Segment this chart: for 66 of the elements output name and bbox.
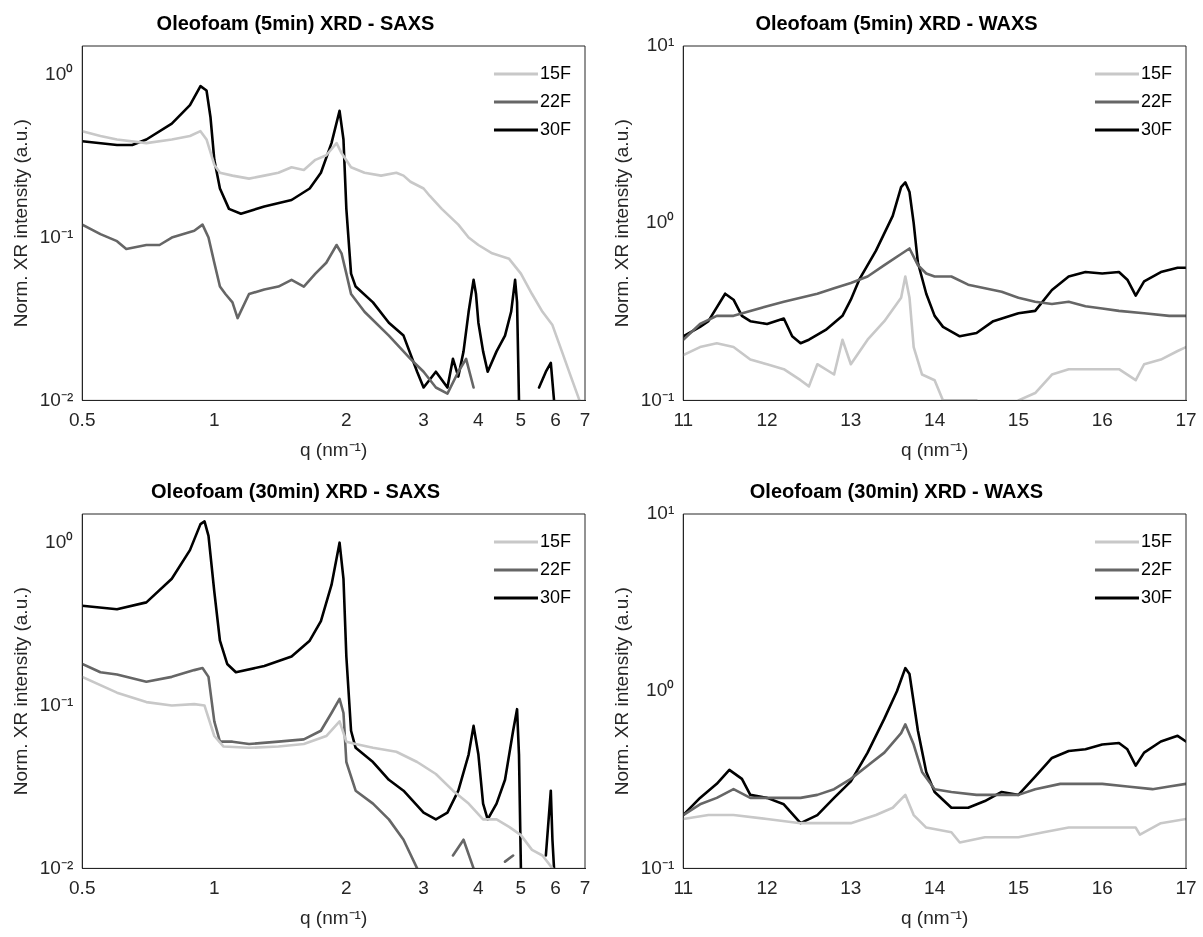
- legend-label: 15F: [539, 530, 572, 551]
- x-axis-title: q (nm⁻¹): [901, 438, 969, 460]
- y-tick-label: 10¹: [646, 34, 675, 56]
- y-axis-title: Norm. XR intensity (a.u.): [9, 587, 31, 796]
- chart-title: Oleofoam (30min) XRD - SAXS: [151, 479, 440, 502]
- x-tick-label: 2: [341, 877, 352, 899]
- y-tick-label: 10⁻¹: [640, 388, 675, 410]
- x-tick-label: 16: [1091, 409, 1113, 431]
- y-tick-label: 10⁰: [45, 530, 74, 552]
- x-tick-label: 17: [1175, 409, 1197, 431]
- x-tick-label: 4: [473, 409, 485, 431]
- legend-label: 22F: [539, 558, 572, 579]
- x-tick-label: 13: [840, 409, 862, 431]
- y-tick-label: 10⁰: [646, 211, 675, 233]
- x-tick-label: 1: [209, 877, 220, 899]
- y-tick-label: 10⁻²: [39, 388, 74, 410]
- legend-label: 30F: [539, 118, 572, 139]
- y-axis-title: Norm. XR intensity (a.u.): [610, 587, 632, 796]
- x-tick-label: 14: [924, 409, 946, 431]
- x-axis-title: q (nm⁻¹): [300, 438, 368, 460]
- y-tick-label: 10⁻¹: [39, 225, 74, 247]
- x-tick-label: 14: [924, 877, 946, 899]
- legend-label: 30F: [1140, 586, 1173, 607]
- x-tick-label: 7: [579, 877, 591, 899]
- legend-label: 15F: [539, 62, 572, 83]
- x-tick-label: 7: [579, 409, 591, 431]
- x-tick-label: 2: [341, 409, 352, 431]
- x-tick-label: 1: [209, 409, 220, 431]
- y-tick-label: 10⁻¹: [640, 856, 675, 878]
- y-axis-title: Norm. XR intensity (a.u.): [610, 119, 632, 328]
- x-tick-label: 15: [1007, 877, 1029, 899]
- x-tick-label: 5: [515, 877, 527, 899]
- x-tick-label: 12: [756, 409, 778, 431]
- x-tick-label: 0.5: [69, 409, 96, 431]
- y-tick-label: 10⁻²: [39, 856, 74, 878]
- x-tick-label: 15: [1007, 409, 1029, 431]
- legend-label: 22F: [539, 90, 572, 111]
- x-tick-label: 11: [673, 877, 694, 899]
- y-axis-title: Norm. XR intensity (a.u.): [9, 119, 31, 328]
- x-tick-label: 3: [418, 409, 429, 431]
- y-tick-label: 10¹: [646, 502, 675, 524]
- x-tick-label: 11: [673, 409, 694, 431]
- x-tick-label: 6: [550, 877, 561, 899]
- y-tick-label: 10⁰: [45, 62, 74, 84]
- chart-title: Oleofoam (30min) XRD - WAXS: [749, 479, 1044, 502]
- x-tick-label: 13: [840, 877, 862, 899]
- legend-label: 30F: [539, 586, 572, 607]
- x-tick-label: 5: [515, 409, 527, 431]
- legend-label: 15F: [1140, 62, 1173, 83]
- x-axis-title: q (nm⁻¹): [901, 906, 969, 928]
- x-tick-label: 17: [1175, 877, 1197, 899]
- y-tick-label: 10⁰: [646, 679, 675, 701]
- x-tick-label: 12: [756, 877, 778, 899]
- x-tick-label: 16: [1091, 877, 1113, 899]
- legend-label: 22F: [1140, 558, 1173, 579]
- legend-label: 22F: [1140, 90, 1173, 111]
- x-tick-label: 4: [473, 877, 485, 899]
- legend-label: 15F: [1140, 530, 1173, 551]
- legend-label: 30F: [1140, 118, 1173, 139]
- x-tick-label: 0.5: [69, 877, 96, 899]
- chart-title: Oleofoam (5min) XRD - SAXS: [156, 11, 435, 34]
- x-tick-label: 3: [418, 877, 429, 899]
- x-axis-title: q (nm⁻¹): [300, 906, 368, 928]
- y-tick-label: 10⁻¹: [39, 693, 74, 715]
- x-tick-label: 6: [550, 409, 561, 431]
- chart-title: Oleofoam (5min) XRD - WAXS: [755, 11, 1038, 34]
